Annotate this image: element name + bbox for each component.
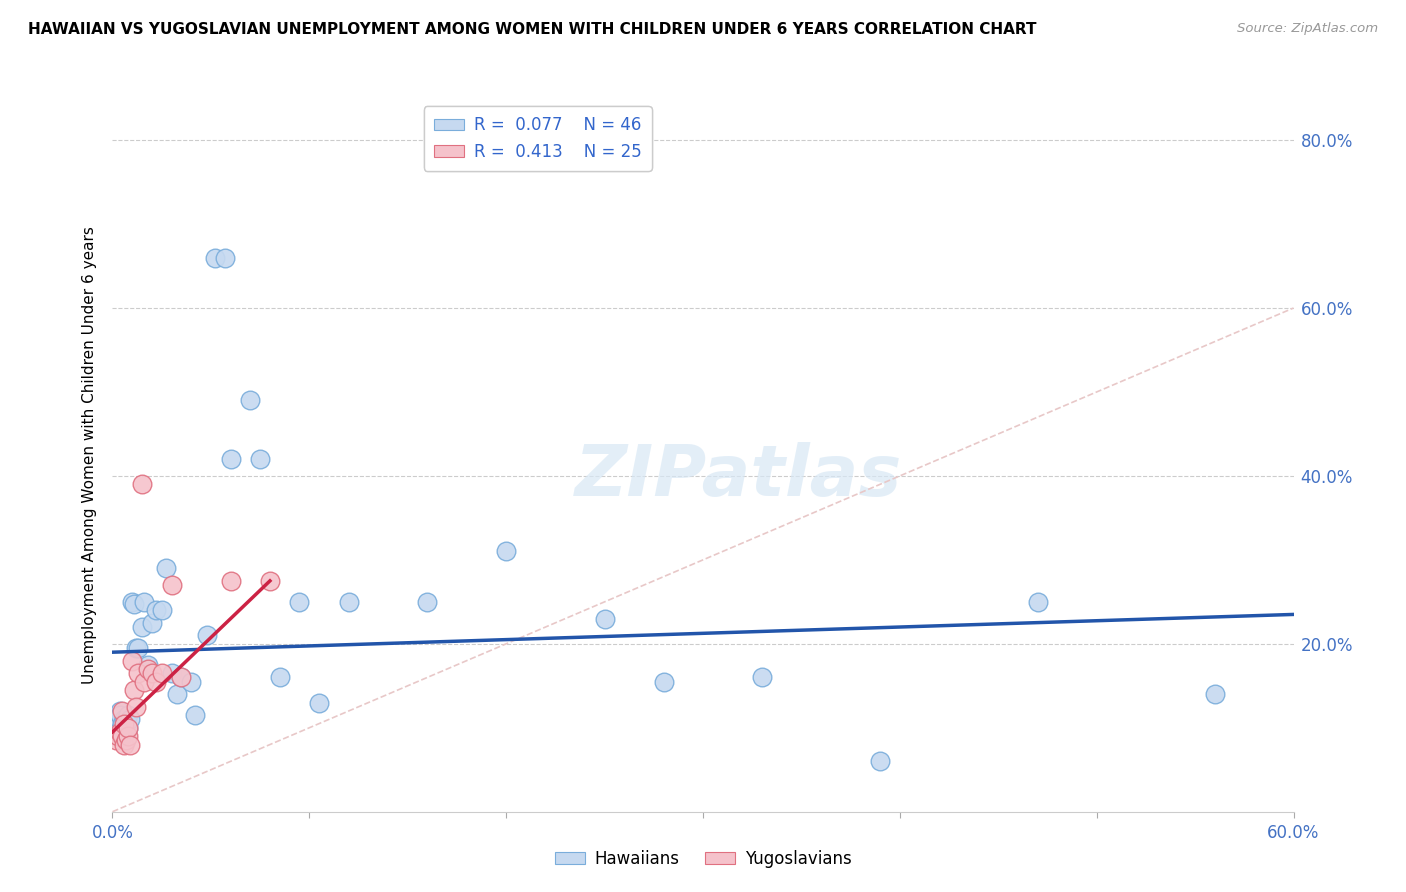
Point xyxy=(122,683,145,698)
Point xyxy=(155,561,177,575)
Text: Source: ZipAtlas.com: Source: ZipAtlas.com xyxy=(1237,22,1378,36)
Point xyxy=(214,251,236,265)
Point xyxy=(110,725,132,739)
Point xyxy=(160,578,183,592)
Point xyxy=(105,733,128,747)
Point xyxy=(259,574,281,588)
Point xyxy=(120,712,142,726)
Point xyxy=(288,595,311,609)
Point xyxy=(141,666,163,681)
Point xyxy=(170,670,193,684)
Text: HAWAIIAN VS YUGOSLAVIAN UNEMPLOYMENT AMONG WOMEN WITH CHILDREN UNDER 6 YEARS COR: HAWAIIAN VS YUGOSLAVIAN UNEMPLOYMENT AMO… xyxy=(28,22,1036,37)
Point xyxy=(219,452,242,467)
Point xyxy=(117,721,139,735)
Point xyxy=(111,704,134,718)
Point xyxy=(112,738,135,752)
Text: ZIPatlas: ZIPatlas xyxy=(575,442,903,511)
Point xyxy=(136,657,159,672)
Point xyxy=(219,574,242,588)
Point xyxy=(308,696,330,710)
Point xyxy=(110,704,132,718)
Point xyxy=(111,729,134,743)
Point xyxy=(150,666,173,681)
Legend: Hawaiians, Yugoslavians: Hawaiians, Yugoslavians xyxy=(548,844,858,875)
Y-axis label: Unemployment Among Women with Children Under 6 years: Unemployment Among Women with Children U… xyxy=(82,226,97,684)
Point xyxy=(249,452,271,467)
Point xyxy=(115,725,138,739)
Point xyxy=(115,712,138,726)
Point xyxy=(120,738,142,752)
Point xyxy=(239,393,262,408)
Point xyxy=(121,595,143,609)
Point xyxy=(166,687,188,701)
Point xyxy=(132,595,155,609)
Point xyxy=(117,708,139,723)
Point xyxy=(1026,595,1049,609)
Point xyxy=(869,755,891,769)
Point xyxy=(131,620,153,634)
Legend: R =  0.077    N = 46, R =  0.413    N = 25: R = 0.077 N = 46, R = 0.413 N = 25 xyxy=(423,106,651,170)
Point xyxy=(751,670,773,684)
Point xyxy=(115,733,138,747)
Point xyxy=(112,712,135,726)
Point xyxy=(495,544,517,558)
Point xyxy=(125,699,148,714)
Point xyxy=(141,615,163,630)
Point xyxy=(131,477,153,491)
Point xyxy=(107,725,129,739)
Point xyxy=(170,670,193,684)
Point xyxy=(105,721,128,735)
Point xyxy=(110,708,132,723)
Point xyxy=(593,612,616,626)
Point xyxy=(117,729,139,743)
Point xyxy=(180,674,202,689)
Point xyxy=(145,603,167,617)
Point xyxy=(117,721,139,735)
Point xyxy=(111,721,134,735)
Point xyxy=(112,716,135,731)
Point xyxy=(125,640,148,655)
Point xyxy=(269,670,291,684)
Point xyxy=(121,654,143,668)
Point xyxy=(122,597,145,611)
Point xyxy=(107,729,129,743)
Point xyxy=(145,674,167,689)
Point xyxy=(150,603,173,617)
Point xyxy=(127,640,149,655)
Point xyxy=(195,628,218,642)
Point xyxy=(204,251,226,265)
Point xyxy=(1204,687,1226,701)
Point xyxy=(184,708,207,723)
Point xyxy=(132,674,155,689)
Point xyxy=(416,595,439,609)
Point xyxy=(111,716,134,731)
Point xyxy=(160,666,183,681)
Point xyxy=(136,662,159,676)
Point xyxy=(337,595,360,609)
Point xyxy=(652,674,675,689)
Point xyxy=(127,666,149,681)
